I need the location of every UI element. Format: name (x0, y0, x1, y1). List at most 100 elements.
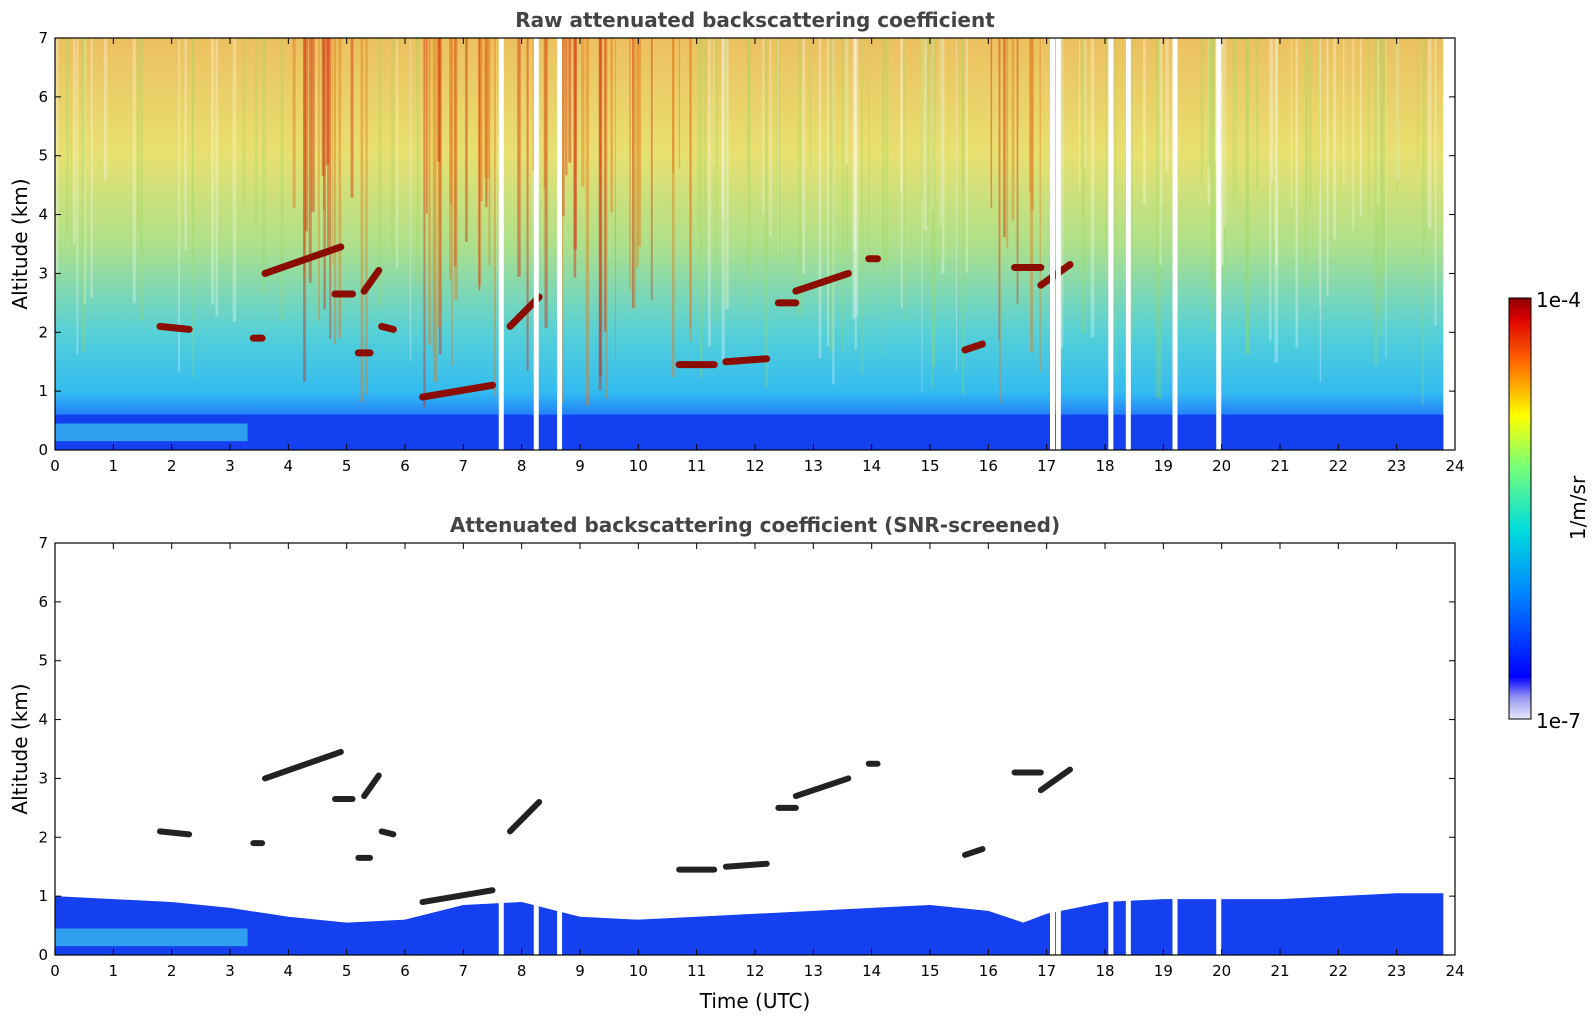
noise-streak (603, 38, 607, 332)
noise-streak (861, 38, 863, 375)
noise-streak (990, 38, 993, 208)
screened-y-axis: 0 1 2 3 4 5 6 7 (38, 534, 1455, 964)
noise-streak (433, 38, 437, 383)
x-tick-label: 22 (1329, 962, 1348, 980)
noise-streak (1290, 38, 1293, 209)
colorbar-scale (1508, 297, 1532, 720)
data-gap (1108, 890, 1114, 955)
noise-streak (631, 38, 635, 308)
noise-streak (465, 38, 468, 242)
noise-streak (454, 38, 458, 300)
noise-streak (932, 38, 936, 368)
noise-streak (1060, 38, 1063, 363)
x-tick-label: 5 (342, 457, 352, 475)
noise-streak (1269, 38, 1272, 341)
noise-streak (543, 38, 546, 189)
noise-streak (526, 38, 529, 371)
noise-streak (1232, 38, 1235, 201)
x-tick-label: 24 (1445, 962, 1464, 980)
noise-streak (672, 38, 675, 173)
x-tick-label: 8 (517, 962, 527, 980)
noise-streak (192, 38, 194, 378)
noise-streak (940, 38, 943, 260)
noise-streak (931, 38, 934, 390)
noise-streak (334, 38, 337, 345)
noise-streak (678, 38, 681, 169)
noise-streak (451, 38, 453, 366)
noise-streak (132, 38, 136, 304)
noise-streak (882, 38, 885, 267)
noise-streak (581, 38, 585, 187)
cloud-feature (1037, 261, 1074, 289)
cloud-feature (378, 828, 397, 838)
noise-streak (73, 38, 76, 244)
noise-streak (1274, 38, 1279, 363)
x-tick-label: 15 (920, 457, 939, 475)
noise-streak (488, 38, 491, 266)
x-tick-label: 19 (1154, 962, 1173, 980)
data-gap (1216, 38, 1222, 450)
noise-streak (565, 38, 568, 176)
data-gap (1216, 890, 1222, 955)
noise-background (55, 38, 1444, 450)
noise-streak (802, 38, 806, 274)
noise-streak (1306, 38, 1308, 199)
noise-streak (1376, 38, 1379, 206)
noise-streak (453, 38, 457, 267)
noise-streak (1333, 38, 1337, 240)
noise-streak (762, 38, 765, 215)
noise-streak (1377, 38, 1379, 317)
noise-streak (484, 38, 488, 178)
noise-streak (925, 38, 930, 227)
noise-streak (1200, 38, 1204, 186)
data-gap (1125, 38, 1131, 450)
noise-streak (1155, 38, 1158, 398)
x-tick-label: 14 (862, 962, 881, 980)
noise-streak (1003, 38, 1006, 238)
noise-streak (721, 38, 725, 364)
noise-streak (1382, 38, 1387, 274)
noise-streak (243, 38, 246, 206)
noise-streak (325, 38, 330, 165)
noise-streak (396, 38, 399, 269)
noise-streak (747, 38, 750, 277)
data-gap (498, 38, 504, 450)
x-tick-label: 4 (284, 962, 294, 980)
colorbar-min-label: 1e-7 (1536, 709, 1581, 733)
noise-streak (423, 38, 426, 408)
x-tick-label: 24 (1445, 457, 1464, 475)
noise-streak (841, 38, 844, 353)
x-tick-label: 17 (1037, 457, 1056, 475)
noise-streak (1131, 38, 1133, 340)
noise-streak (350, 38, 354, 198)
noise-streak (1385, 38, 1387, 359)
noise-streak (749, 38, 751, 310)
noise-streak (438, 38, 442, 355)
x-tick-label: 0 (50, 457, 60, 475)
noise-streak (999, 38, 1001, 403)
noise-streak (1380, 38, 1383, 337)
noise-streak (76, 38, 79, 355)
noise-streak (365, 38, 368, 395)
noise-streak (650, 38, 653, 300)
noise-streak (852, 38, 855, 320)
cloud-feature (1037, 766, 1073, 794)
noise-streak (1060, 38, 1064, 349)
noise-streak (713, 38, 715, 167)
noise-streak (854, 38, 856, 318)
noise-streak (409, 38, 412, 361)
y-tick-label: 1 (38, 887, 48, 905)
noise-streak (360, 38, 364, 403)
y-tick-label: 7 (38, 534, 48, 552)
noise-streak (1207, 38, 1211, 168)
x-tick-label: 16 (979, 457, 998, 475)
noise-streak (254, 38, 258, 227)
data-gap (1108, 38, 1114, 450)
y-tick-label: 4 (38, 711, 48, 729)
noise-streak (1030, 38, 1034, 210)
x-tick-label: 3 (225, 962, 235, 980)
y-tick-label: 3 (38, 264, 48, 282)
boundary-layer (55, 893, 1444, 955)
cloud-feature (361, 772, 382, 800)
noise-streak (707, 38, 711, 347)
